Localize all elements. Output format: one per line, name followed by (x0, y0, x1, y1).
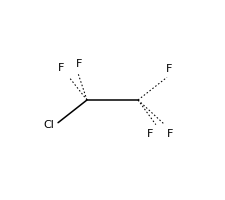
Text: F: F (76, 59, 82, 69)
Text: Cl: Cl (44, 120, 55, 130)
Text: F: F (58, 63, 65, 73)
Text: F: F (147, 129, 154, 139)
Text: F: F (167, 129, 173, 139)
Text: F: F (166, 64, 172, 74)
